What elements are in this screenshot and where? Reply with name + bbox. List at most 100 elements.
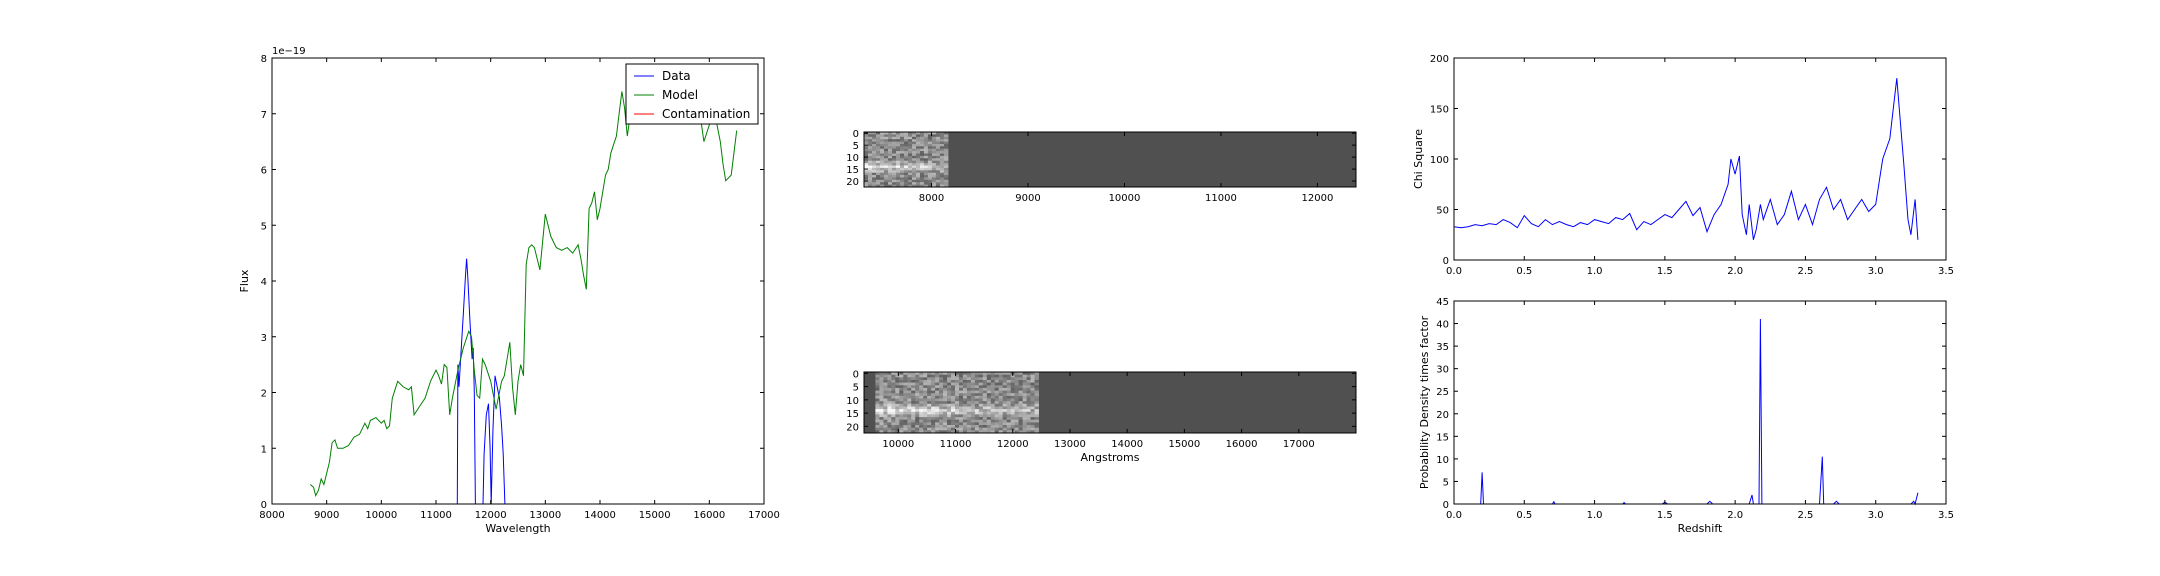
- image-pixel: [931, 144, 937, 147]
- image-pixel: [927, 406, 932, 410]
- image-pixel: [1010, 417, 1016, 421]
- image-pixel: [900, 184, 905, 188]
- image-pixel: [895, 422, 900, 426]
- image-pixel: [891, 387, 896, 392]
- image-pixel: [1034, 382, 1039, 386]
- image-pixel: [899, 411, 904, 415]
- image-pixel: [872, 165, 877, 169]
- image-pixel: [915, 382, 920, 386]
- image-pixel: [966, 427, 972, 431]
- image-pixel: [915, 390, 920, 394]
- image-pixel: [947, 377, 952, 381]
- image-pixel: [916, 175, 921, 178]
- y-tick-label: 0: [853, 129, 859, 140]
- x-tick-label: 0.0: [1446, 266, 1462, 277]
- image-pixel: [962, 377, 968, 381]
- image-pixel: [939, 184, 945, 188]
- image-pixel: [970, 425, 976, 429]
- image-pixel: [935, 422, 940, 426]
- image-pixel: [1018, 387, 1024, 392]
- image-pixel: [868, 158, 873, 162]
- image-pixel: [883, 382, 888, 386]
- image-pixel: [927, 132, 933, 135]
- image-pixel: [998, 382, 1004, 386]
- y-tick-label: 45: [1436, 297, 1449, 308]
- image-pixel: [900, 158, 905, 162]
- image-pixel: [935, 177, 941, 181]
- image-pixel: [947, 380, 952, 384]
- image-pixel: [1006, 430, 1012, 434]
- image-pixel: [994, 393, 1000, 397]
- image-pixel: [912, 136, 917, 140]
- image-pixel: [1014, 422, 1020, 426]
- image-pixel: [927, 425, 932, 429]
- x-tick-label: 0.0: [1446, 510, 1462, 521]
- image-pixel: [887, 372, 892, 376]
- image-pixel: [1026, 417, 1032, 421]
- image-pixel: [959, 372, 964, 376]
- series-line-data: [456, 258, 506, 504]
- image-pixel: [974, 372, 980, 376]
- image-pixel: [927, 398, 932, 402]
- image-pixel: [923, 427, 928, 431]
- image-pixel: [947, 393, 952, 397]
- image-pixel: [935, 144, 941, 147]
- image-pixel: [962, 414, 968, 418]
- image-pixel: [904, 182, 909, 186]
- image-pixel: [895, 430, 900, 434]
- image-pixel: [868, 151, 873, 154]
- image-pixel: [970, 409, 976, 413]
- image-pixel: [907, 403, 912, 407]
- image-pixel: [920, 141, 925, 145]
- image-pixel: [962, 385, 968, 389]
- image-pixel: [978, 422, 984, 426]
- image-pixel: [868, 167, 873, 171]
- y-tick-label: 0: [261, 500, 267, 511]
- image-pixel: [880, 139, 885, 143]
- image-pixel: [982, 414, 988, 418]
- image-pixel: [994, 417, 1000, 421]
- image-pixel: [935, 411, 940, 415]
- image-pixel: [990, 409, 996, 413]
- image-pixel: [876, 167, 881, 171]
- image-pixel: [883, 425, 888, 429]
- image-pixel: [1014, 382, 1020, 386]
- image-pixel: [875, 377, 880, 381]
- image-pixel: [923, 175, 929, 178]
- image-pixel: [896, 132, 901, 135]
- image-pixel: [978, 419, 984, 423]
- image-pixel: [879, 385, 884, 389]
- image-pixel: [911, 411, 916, 415]
- image-pixel: [951, 417, 956, 421]
- image-pixel: [923, 172, 929, 176]
- image-pixel: [939, 155, 945, 159]
- image-pixel: [939, 374, 944, 378]
- image-pixel: [986, 427, 992, 431]
- image-pixel: [986, 417, 992, 421]
- image-pixel: [919, 387, 924, 392]
- image-pixel: [920, 151, 925, 154]
- image-pixel: [900, 175, 905, 178]
- image-pixel: [872, 136, 877, 140]
- image-pixel: [978, 385, 984, 389]
- image-pixel: [939, 148, 945, 152]
- image-pixel: [920, 182, 925, 186]
- image-pixel: [998, 374, 1004, 378]
- image-pixel: [1022, 374, 1028, 378]
- image-pixel: [883, 403, 888, 407]
- image-pixel: [1034, 411, 1039, 415]
- image-pixel: [966, 377, 972, 381]
- image-pixel: [1030, 393, 1035, 397]
- image-pixel: [872, 155, 877, 159]
- image-pixel: [923, 411, 928, 415]
- image-pixel: [943, 177, 949, 181]
- image-pixel: [923, 385, 928, 389]
- image-pixel: [892, 153, 897, 157]
- image-pixel: [920, 132, 925, 135]
- image-pixel: [990, 385, 996, 389]
- image-pixel: [927, 158, 933, 162]
- image-pixel: [919, 377, 924, 381]
- image-pixel: [927, 134, 933, 138]
- image-pixel: [943, 170, 949, 174]
- image-pixel: [912, 139, 917, 143]
